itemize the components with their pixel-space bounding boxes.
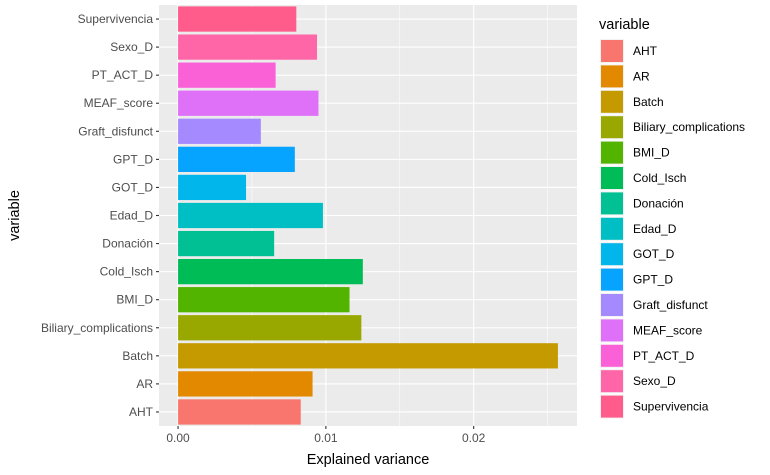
legend-swatch-bmi-d	[601, 141, 623, 164]
legend-swatch-donacion	[601, 192, 623, 215]
legend-title: variable	[599, 17, 650, 33]
y-tick-label: Donación	[102, 237, 153, 251]
legend-label: AHT	[633, 44, 658, 58]
legend-label: Donación	[633, 196, 684, 210]
bar-supervivencia	[178, 6, 297, 32]
legend-label: Graft_disfunct	[633, 298, 708, 312]
y-tick-label: GPT_D	[113, 152, 153, 166]
y-tick-label: GOT_D	[112, 180, 154, 194]
bar-ar	[178, 371, 313, 397]
legend-swatch-pt-act-d	[601, 344, 623, 367]
y-tick-label: AR	[136, 377, 153, 391]
legend-swatch-aht	[601, 40, 623, 62]
legend-swatch-supervivencia	[601, 395, 623, 418]
bar-sexo-d	[178, 34, 318, 60]
x-axis-title: Explained variance	[307, 452, 430, 468]
legend-swatch-meaf-score	[601, 319, 623, 342]
legend-label: Edad_D	[633, 222, 677, 236]
bar-meaf-score	[178, 90, 319, 116]
y-tick-label: PT_ACT_D	[92, 68, 154, 82]
y-tick-label: Cold_Isch	[100, 265, 153, 279]
y-tick-label: Edad_D	[110, 209, 154, 223]
x-tick-label: 0.02	[462, 431, 486, 445]
legend-swatch-sexo-d	[601, 370, 623, 393]
bar-cold-isch	[178, 259, 363, 285]
legend-label: GOT_D	[633, 247, 675, 261]
legend-label: PT_ACT_D	[633, 349, 695, 363]
legend: variable AHT AR Batch Biliary_complications…	[599, 17, 745, 419]
legend-label: GPT_D	[633, 273, 673, 287]
y-tick-label: AHT	[129, 405, 154, 419]
legend-label: Cold_Isch	[633, 171, 686, 185]
bar-pt-act-d	[178, 62, 276, 88]
bar-aht	[178, 399, 301, 425]
bar-biliary-complications	[178, 315, 362, 341]
legend-label: Batch	[633, 95, 664, 109]
bars	[178, 6, 558, 425]
legend-label: BMI_D	[633, 146, 670, 160]
y-tick-label: Batch	[122, 349, 153, 363]
legend-swatch-ar	[601, 65, 623, 88]
legend-swatch-edad-d	[601, 217, 623, 240]
legend-swatch-got-d	[601, 243, 623, 266]
legend-swatch-gpt-d	[601, 268, 623, 291]
bar-donacion	[178, 230, 275, 257]
legend-label: MEAF_score	[633, 323, 703, 337]
y-tick-label: Biliary_complications	[41, 321, 153, 335]
legend-swatch-biliary-complications	[601, 116, 623, 139]
x-tick-label: 0.00	[166, 431, 190, 445]
y-axis-title: variable	[7, 190, 23, 241]
bar-gpt-d	[178, 146, 295, 172]
y-tick-label: Supervivencia	[78, 12, 154, 26]
bar-graft-disfunct	[178, 118, 261, 144]
legend-label: Biliary_complications	[633, 120, 745, 134]
legend-swatch-batch	[601, 90, 623, 113]
legend-swatch-graft-disfunct	[601, 294, 623, 316]
x-tick-label: 0.01	[314, 431, 338, 445]
x-axis: 0.00 0.01 0.02	[166, 426, 486, 445]
legend-swatch-cold-isch	[601, 167, 623, 189]
bar-batch	[178, 343, 558, 369]
legend-label: Supervivencia	[633, 400, 709, 414]
legend-label: Sexo_D	[633, 374, 676, 388]
y-tick-label: MEAF_score	[84, 96, 154, 110]
legend-label: AR	[633, 69, 650, 83]
bar-got-d	[178, 174, 247, 201]
y-tick-label: Graft_disfunct	[78, 124, 153, 138]
y-tick-label: Sexo_D	[110, 40, 153, 54]
bar-edad-d	[178, 202, 323, 229]
y-tick-label: BMI_D	[116, 293, 153, 307]
bar-bmi-d	[178, 287, 350, 313]
y-axis: AHT AR Batch Biliary_complications BMI_D Cold…	[41, 12, 159, 419]
